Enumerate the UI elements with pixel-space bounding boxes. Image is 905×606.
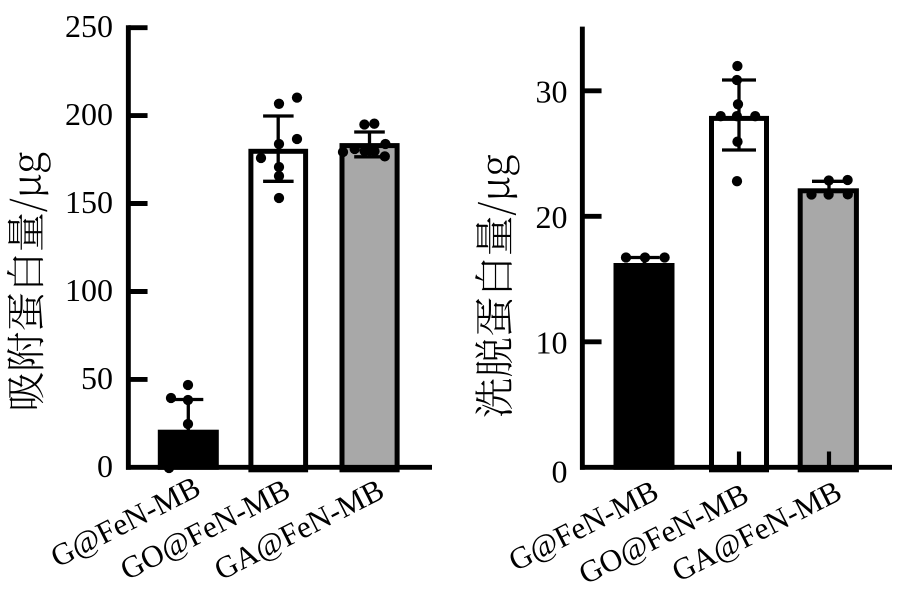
svg-text:250: 250	[65, 8, 113, 44]
svg-text:100: 100	[65, 272, 113, 308]
svg-text:30: 30	[536, 74, 568, 110]
svg-text:200: 200	[65, 96, 113, 132]
svg-text:0: 0	[552, 454, 568, 490]
svg-text:0: 0	[97, 448, 113, 484]
svg-text:50: 50	[81, 360, 113, 396]
svg-text:20: 20	[536, 199, 568, 235]
svg-text:10: 10	[536, 325, 568, 361]
svg-text:150: 150	[65, 184, 113, 220]
